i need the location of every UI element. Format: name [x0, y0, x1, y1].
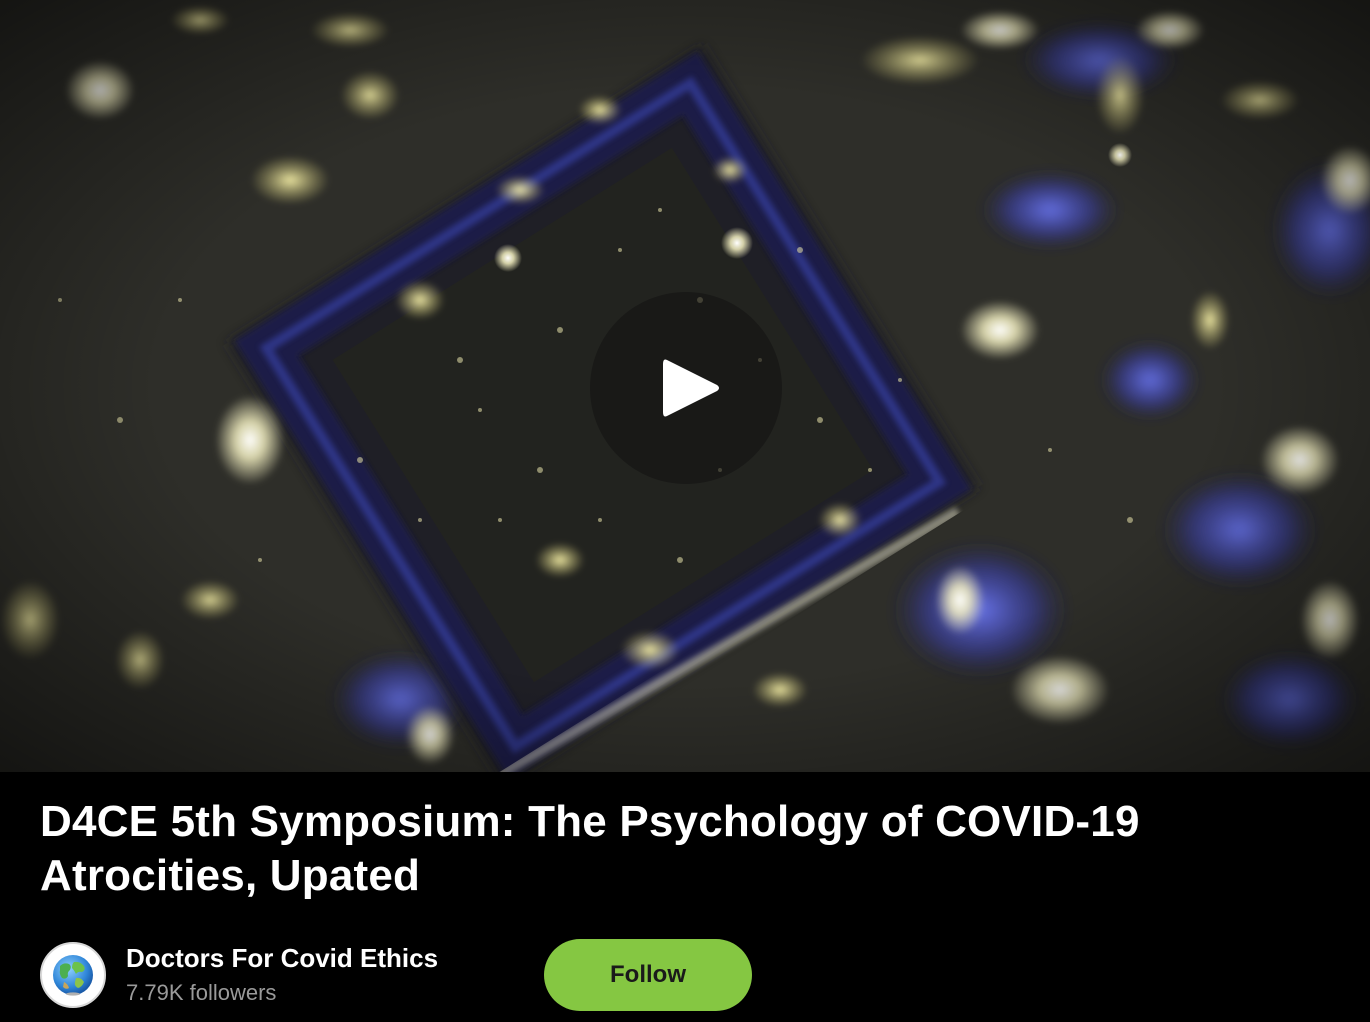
follower-count: 7.79K followers [126, 980, 277, 1005]
channel-name[interactable]: Doctors For Covid Ethics [126, 943, 439, 973]
follow-button[interactable]: Follow [544, 939, 752, 1011]
channel-avatar[interactable] [40, 942, 106, 1008]
video-player[interactable] [0, 0, 1370, 772]
channel-info: Doctors For Covid Ethics 7.79K followers [40, 938, 526, 1012]
channel-meta: Doctors For Covid Ethics 7.79K followers [126, 942, 526, 1008]
play-icon [663, 359, 719, 417]
play-button[interactable] [590, 292, 782, 484]
video-title: D4CE 5th Symposium: The Psychology of CO… [40, 797, 1140, 900]
globe-icon [53, 955, 93, 996]
